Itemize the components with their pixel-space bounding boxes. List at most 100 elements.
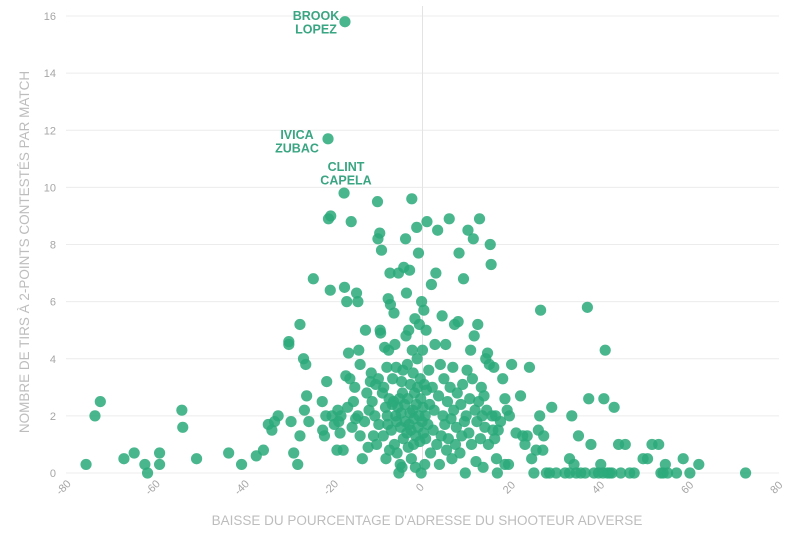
data-point xyxy=(288,447,300,459)
data-point xyxy=(358,415,371,428)
data-point xyxy=(462,224,474,236)
data-point xyxy=(337,444,349,456)
data-point xyxy=(381,361,393,373)
data-point xyxy=(356,453,368,465)
data-point xyxy=(285,415,297,428)
data-point xyxy=(481,347,494,359)
data-point xyxy=(454,447,466,459)
data-point xyxy=(467,233,479,245)
x-tick-label: -20 xyxy=(321,478,341,498)
data-point xyxy=(334,427,346,439)
x-tick-label: -80 xyxy=(54,478,74,498)
data-point xyxy=(420,433,432,445)
data-point xyxy=(176,404,188,416)
data-point xyxy=(455,398,467,411)
data-point xyxy=(427,424,439,436)
data-point xyxy=(298,404,311,416)
data-point xyxy=(403,324,415,336)
data-point xyxy=(303,415,315,428)
data-point xyxy=(424,447,437,459)
data-point xyxy=(659,458,671,471)
data-point xyxy=(384,267,396,279)
data-point xyxy=(628,467,640,479)
data-point xyxy=(377,430,389,442)
data-point xyxy=(257,444,270,456)
data-point xyxy=(354,430,366,442)
data-point xyxy=(416,344,429,356)
data-point xyxy=(641,453,654,465)
y-tick-label: 10 xyxy=(44,182,56,194)
x-tick-label: -40 xyxy=(232,478,252,498)
data-point xyxy=(453,247,465,259)
data-point xyxy=(443,213,455,225)
data-point xyxy=(684,467,696,479)
data-point xyxy=(89,410,101,422)
y-tick-label: 0 xyxy=(50,468,56,480)
data-point xyxy=(606,467,618,479)
data-point xyxy=(537,444,549,456)
data-point xyxy=(521,430,533,442)
y-tick-label: 12 xyxy=(44,125,56,137)
data-point xyxy=(550,467,562,479)
data-point xyxy=(419,410,431,422)
x-tick-label: 20 xyxy=(501,479,518,496)
data-point xyxy=(366,395,378,408)
data-point xyxy=(579,467,591,479)
data-point xyxy=(342,347,355,359)
data-point xyxy=(341,296,353,308)
data-point xyxy=(346,421,358,433)
data-point xyxy=(429,338,441,351)
data-point xyxy=(415,393,427,405)
data-point xyxy=(670,467,683,479)
data-point xyxy=(400,287,413,299)
data-point xyxy=(693,458,705,471)
x-tick-label: 60 xyxy=(679,479,696,496)
data-point xyxy=(406,344,418,356)
y-tick-label: 8 xyxy=(50,240,56,252)
data-point xyxy=(568,458,580,471)
data-point xyxy=(677,453,689,465)
data-point xyxy=(519,438,531,451)
data-point xyxy=(118,453,130,465)
data-point xyxy=(599,344,611,356)
data-point xyxy=(428,404,440,416)
data-point xyxy=(411,353,423,365)
data-point xyxy=(141,467,154,479)
data-point xyxy=(546,401,558,413)
data-point xyxy=(425,278,438,291)
data-point xyxy=(492,424,504,436)
data-point xyxy=(367,430,380,442)
data-point xyxy=(465,344,477,356)
tick-labels: 0 2 4 6 8 10 12 14 16 -80 -60 -40 -20 0 20 40 60 80 xyxy=(44,11,786,498)
data-point xyxy=(412,247,425,259)
data-point xyxy=(463,427,475,439)
annotation-label: BROOK LOPEZ xyxy=(293,9,340,37)
data-point xyxy=(391,447,403,459)
data-point xyxy=(446,453,458,465)
data-point xyxy=(423,364,435,376)
data-point xyxy=(371,196,384,208)
data-point xyxy=(418,304,430,316)
data-point xyxy=(581,301,593,313)
data-point xyxy=(362,441,374,453)
data-point xyxy=(441,395,454,408)
data-point xyxy=(461,364,473,376)
data-point xyxy=(345,216,357,228)
data-point xyxy=(523,361,536,373)
data-point xyxy=(396,461,408,473)
data-point xyxy=(389,338,401,351)
y-tick-label: 4 xyxy=(50,354,56,366)
data-point xyxy=(292,458,304,471)
data-point xyxy=(307,273,319,285)
data-point xyxy=(324,284,336,296)
data-point xyxy=(350,287,363,299)
data-point xyxy=(415,467,427,479)
x-tick-label: 0 xyxy=(414,481,427,494)
data-point xyxy=(401,358,413,371)
data-point xyxy=(301,390,313,402)
data-point xyxy=(566,410,578,422)
data-point xyxy=(534,304,547,316)
data-point xyxy=(514,390,527,402)
data-point xyxy=(325,210,337,222)
data-point xyxy=(353,344,365,356)
